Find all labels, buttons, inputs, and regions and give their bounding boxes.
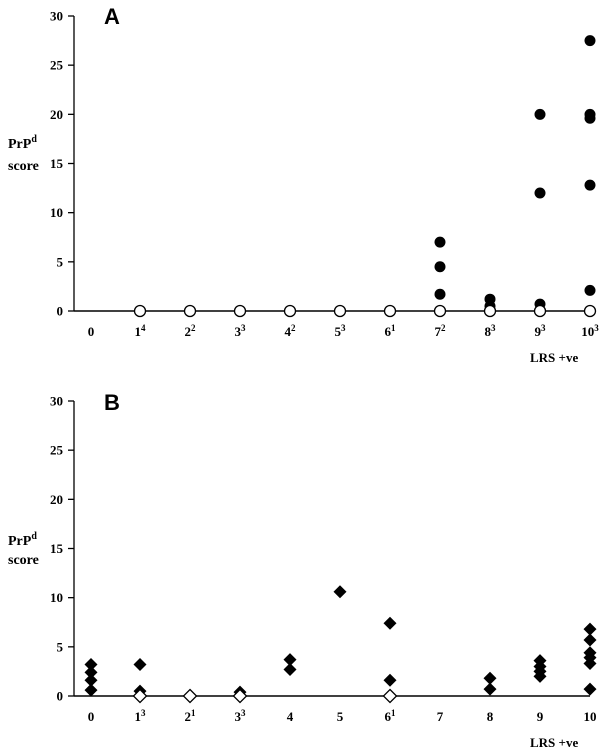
panel-a-open-circle-point <box>133 304 147 318</box>
panel-b-y-ticks: 0 5 10 15 20 25 30 <box>50 394 74 704</box>
panel-b-x-tick-label: 10 <box>584 709 597 724</box>
panel-b-filled-diamond-point <box>533 669 547 683</box>
panel-a-y-tick-label: 15 <box>50 156 64 171</box>
panel-a-y-tick-label: 25 <box>50 58 64 73</box>
panel-a-open-circle-point <box>333 304 347 318</box>
panel-a-open-circle-point <box>483 304 497 318</box>
panel-b-filled-diamond-point <box>84 665 98 679</box>
panel-a-x-tick-label: 33 <box>235 323 247 339</box>
panel-a-open-circle-point <box>183 304 197 318</box>
panel-b-x-tick-label: 13 <box>135 708 147 724</box>
panel-b-xlabel: LRS +ve <box>530 735 578 750</box>
panel-a-x-tick-label: 42 <box>285 323 297 339</box>
panel-b-x-tick-label: 7 <box>437 709 444 724</box>
panel-b-points <box>84 585 597 704</box>
panel-b-open-diamond-point <box>382 688 398 704</box>
panel-a-x-tick-label: 0 <box>88 324 95 339</box>
panel-b-filled-diamond-point <box>483 671 497 685</box>
panel-b-filled-diamond-point <box>133 658 147 672</box>
panel-a-filled-circle-point <box>584 35 596 47</box>
panel-a-filled-circle-point <box>534 187 546 199</box>
panel-a-open-circle-point <box>383 304 397 318</box>
panel-a: A PrPd score 0 5 10 15 20 25 30 0 14 22 33 42 53 61 7… <box>8 4 599 365</box>
panel-b-ylabel: PrPd <box>8 531 37 549</box>
panel-a-filled-circle-point <box>584 179 596 191</box>
panel-a-x-tick-label: 72 <box>435 323 447 339</box>
panel-a-y-tick-label: 0 <box>57 304 64 319</box>
panel-a-open-circle-point <box>283 304 297 318</box>
panel-b-x-tick-label: 33 <box>235 708 247 724</box>
panel-a-ylabel: PrPd <box>8 134 37 152</box>
panel-a-y-ticks: 0 5 10 15 20 25 30 <box>50 9 74 319</box>
panel-b-open-diamond-point <box>132 688 148 704</box>
panel-b-y-tick-label: 10 <box>50 590 63 605</box>
panel-a-x-tick-label: 53 <box>335 323 347 339</box>
panel-a-filled-circle-point <box>434 288 446 300</box>
panel-b-open-diamond-point <box>182 688 198 704</box>
panel-b-filled-diamond-point <box>333 585 347 599</box>
panel-a-x-tick-label: 22 <box>185 323 197 339</box>
panel-a-x-ticks: 0 14 22 33 42 53 61 72 83 93 103 <box>88 323 600 339</box>
panel-b-label: B <box>104 390 120 415</box>
panel-b-filled-diamond-point <box>283 662 297 676</box>
panel-b-filled-diamond-point <box>583 622 597 636</box>
panel-b-x-ticks: 0 13 21 33 4 5 61 7 8 9 10 <box>88 708 597 724</box>
panel-a-x-tick-label: 61 <box>385 323 397 339</box>
panel-a-y-tick-label: 10 <box>50 205 63 220</box>
panel-b-y-tick-label: 5 <box>57 639 64 654</box>
panel-a-ylabel-line2: score <box>8 159 39 174</box>
panel-b-filled-diamond-point <box>84 683 98 697</box>
panel-b-x-tick-label: 4 <box>287 709 294 724</box>
panel-a-x-tick-label: 14 <box>135 323 147 339</box>
panel-b-x-tick-label: 21 <box>185 708 197 724</box>
panel-b-y-tick-label: 20 <box>50 492 63 507</box>
panel-b-y-tick-label: 30 <box>50 394 63 409</box>
panel-a-open-circle-point <box>233 304 247 318</box>
panel-b-filled-diamond-point <box>283 653 297 667</box>
panel-a-open-circle-point <box>583 304 597 318</box>
panel-a-filled-circle-point <box>584 112 596 124</box>
panel-b-x-tick-label: 9 <box>537 709 544 724</box>
panel-b-filled-diamond-point <box>383 616 397 630</box>
panel-a-x-tick-label: 93 <box>535 323 547 339</box>
panel-b-open-diamond-point <box>232 688 248 704</box>
panel-b-y-tick-label: 15 <box>50 541 64 556</box>
panel-a-label: A <box>104 4 120 29</box>
panel-a-open-circle-point <box>533 304 547 318</box>
panel-b-filled-diamond-point <box>583 633 597 647</box>
panel-a-x-tick-label: 83 <box>485 323 497 339</box>
panel-a-filled-circle-point <box>534 108 546 120</box>
panel-b-filled-diamond-point <box>483 682 497 696</box>
panel-a-y-tick-label: 30 <box>50 9 63 24</box>
panel-b-x-tick-label: 61 <box>385 708 397 724</box>
panel-a-points <box>133 35 597 318</box>
panel-b-filled-diamond-point <box>84 673 98 687</box>
panel-a-x-tick-label: 103 <box>581 323 599 339</box>
panel-b-filled-diamond-point <box>383 673 397 687</box>
panel-b-y-tick-label: 25 <box>50 443 64 458</box>
panel-b-ylabel-line2: score <box>8 553 39 568</box>
panel-b-x-tick-label: 0 <box>88 709 95 724</box>
panel-b-x-tick-label: 5 <box>337 709 344 724</box>
panel-b-filled-diamond-point <box>583 682 597 696</box>
panel-a-filled-circle-point <box>434 261 446 273</box>
panel-b-y-tick-label: 0 <box>57 689 64 704</box>
panel-b-filled-diamond-point <box>84 658 98 672</box>
panel-b-x-tick-label: 8 <box>487 709 494 724</box>
panel-a-filled-circle-point <box>434 236 446 248</box>
panel-a-y-tick-label: 20 <box>50 107 63 122</box>
panel-b-filled-diamond-point <box>583 657 597 671</box>
panel-a-open-circle-point <box>433 304 447 318</box>
panel-a-xlabel: LRS +ve <box>530 350 578 365</box>
panel-a-y-tick-label: 5 <box>57 254 64 269</box>
panel-a-filled-circle-point <box>584 284 596 296</box>
